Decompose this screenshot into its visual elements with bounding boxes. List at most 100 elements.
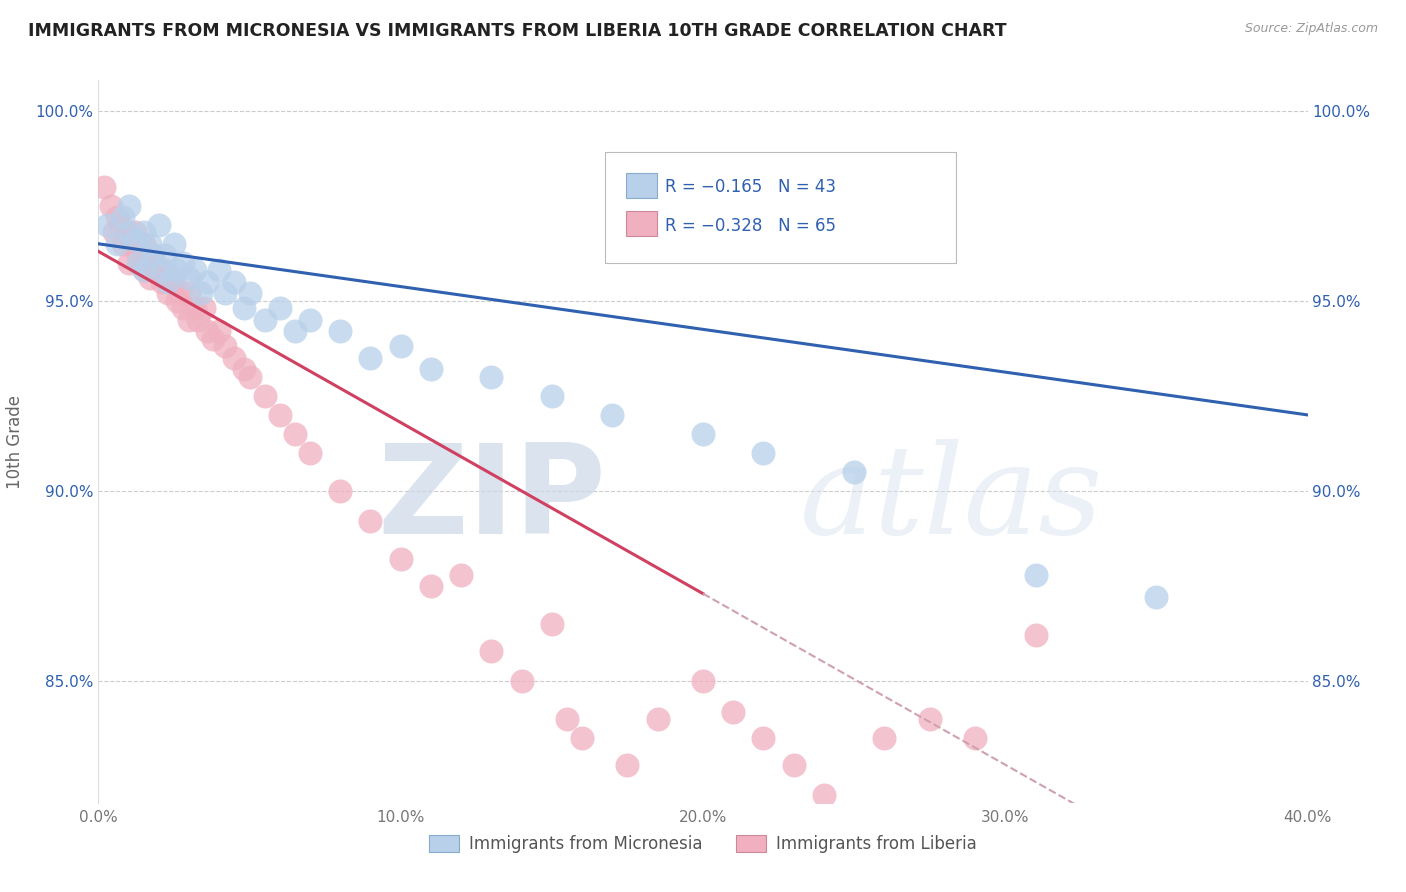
Point	[692, 674, 714, 689]
Point	[142, 248, 165, 262]
Point	[389, 339, 412, 353]
Point	[616, 757, 638, 772]
Text: ZIP: ZIP	[378, 439, 606, 560]
Point	[118, 226, 141, 240]
Point	[752, 731, 775, 746]
Point	[232, 301, 254, 316]
Point	[752, 446, 775, 460]
Point	[150, 263, 173, 277]
Text: atlas: atlas	[800, 439, 1104, 560]
Text: R = −0.328   N = 65: R = −0.328 N = 65	[665, 217, 837, 235]
Point	[813, 788, 835, 802]
Point	[124, 226, 146, 240]
Point	[214, 339, 236, 353]
Point	[844, 465, 866, 479]
Point	[723, 705, 745, 719]
Point	[965, 731, 987, 746]
Point	[132, 236, 155, 251]
Point	[105, 210, 128, 224]
Point	[208, 263, 231, 277]
Y-axis label: 10th Grade: 10th Grade	[7, 394, 24, 489]
Point	[602, 408, 624, 422]
Point	[132, 263, 155, 277]
Point	[121, 236, 143, 251]
Point	[360, 351, 382, 365]
Point	[555, 712, 578, 726]
Point	[139, 236, 162, 251]
Point	[692, 426, 714, 441]
Point	[166, 293, 188, 308]
Point	[329, 324, 352, 338]
Point	[160, 271, 183, 285]
Point	[172, 301, 194, 316]
Point	[179, 271, 201, 285]
Point	[135, 256, 157, 270]
Text: IMMIGRANTS FROM MICRONESIA VS IMMIGRANTS FROM LIBERIA 10TH GRADE CORRELATION CHA: IMMIGRANTS FROM MICRONESIA VS IMMIGRANTS…	[28, 22, 1007, 40]
Point	[299, 313, 322, 327]
Point	[127, 256, 149, 270]
Point	[1024, 628, 1046, 642]
Point	[1024, 567, 1046, 582]
Point	[918, 712, 941, 726]
Point	[187, 313, 209, 327]
Point	[510, 674, 533, 689]
Point	[150, 275, 173, 289]
Point	[163, 275, 186, 289]
Point	[239, 286, 262, 301]
Point	[239, 370, 262, 384]
Point	[193, 301, 215, 316]
Text: R = −0.165   N = 43: R = −0.165 N = 43	[665, 178, 837, 196]
Point	[783, 757, 806, 772]
Point	[127, 248, 149, 262]
Point	[145, 263, 167, 277]
Point	[172, 256, 194, 270]
Point	[420, 362, 443, 376]
Point	[93, 179, 115, 194]
Text: Source: ZipAtlas.com: Source: ZipAtlas.com	[1244, 22, 1378, 36]
Point	[179, 313, 201, 327]
Point	[153, 263, 176, 277]
Point	[481, 370, 503, 384]
Point	[114, 226, 136, 240]
Point	[118, 199, 141, 213]
Point	[166, 263, 188, 277]
Point	[156, 275, 179, 289]
Point	[190, 286, 212, 301]
Point	[195, 324, 218, 338]
Point	[103, 226, 125, 240]
Point	[873, 731, 896, 746]
Point	[169, 286, 191, 301]
Point	[208, 324, 231, 338]
Point	[111, 210, 134, 224]
Point	[450, 567, 472, 582]
Point	[142, 248, 165, 262]
Point	[269, 301, 291, 316]
Point	[163, 236, 186, 251]
Point	[571, 731, 593, 746]
Point	[100, 199, 122, 213]
Point	[96, 218, 118, 232]
Point	[153, 248, 176, 262]
Point	[420, 579, 443, 593]
Point	[232, 362, 254, 376]
Point	[148, 218, 170, 232]
Point	[1144, 591, 1167, 605]
Point	[118, 226, 141, 240]
Point	[224, 351, 246, 365]
Point	[253, 313, 276, 327]
Point	[269, 408, 291, 422]
Point	[202, 332, 225, 346]
Point	[124, 233, 146, 247]
Point	[132, 263, 155, 277]
Point	[481, 643, 503, 657]
Point	[108, 218, 131, 232]
Point	[139, 271, 162, 285]
Point	[224, 275, 246, 289]
Point	[118, 256, 141, 270]
Point	[179, 286, 201, 301]
Point	[111, 236, 134, 251]
Point	[105, 236, 128, 251]
Point	[129, 256, 152, 270]
Point	[389, 552, 412, 566]
Point	[195, 275, 218, 289]
